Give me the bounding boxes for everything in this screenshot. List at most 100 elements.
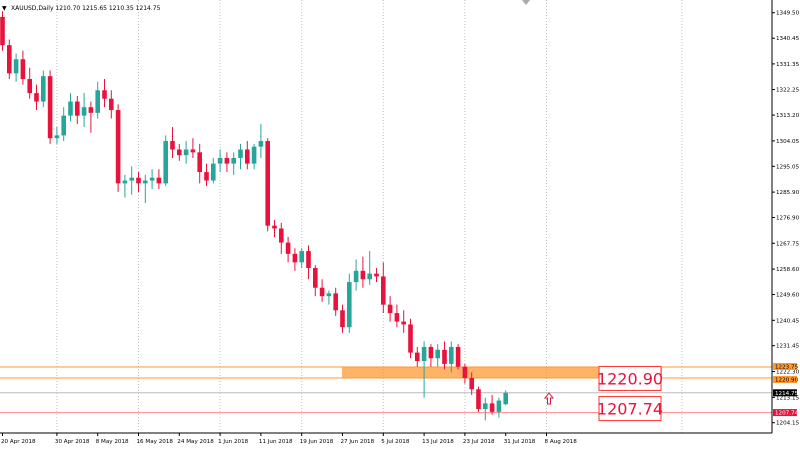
candle-bear — [415, 352, 420, 362]
candle-bear — [204, 172, 209, 181]
candle-bull — [258, 141, 264, 147]
time-tick-label: 20 Apr 2018 — [1, 439, 36, 445]
price-tick-label: 1304.05 — [776, 139, 800, 145]
time-tick-label: 13 Jul 2018 — [422, 439, 454, 445]
candle-bear — [428, 346, 434, 359]
up-arrow-icon — [543, 392, 555, 405]
candle-bear — [489, 403, 495, 412]
candle-bull — [143, 180, 148, 184]
candle-bull — [183, 149, 189, 156]
candle-bull — [163, 141, 168, 184]
price-tick-label: 1331.35 — [776, 62, 800, 68]
candle-bear — [401, 321, 406, 325]
zone-top-tag: 1223.75 — [775, 364, 799, 370]
price-tick-label: 1222.30 — [776, 370, 800, 376]
candle-bear — [394, 313, 400, 322]
candle-bull — [68, 101, 73, 116]
price-tick-label: 1231.45 — [776, 344, 800, 350]
candle-bear — [313, 267, 318, 288]
price-tick-label: 1258.60 — [776, 267, 800, 273]
time-tick-label: 31 Jul 2018 — [504, 439, 536, 445]
zone-bottom-tag: 1220.90 — [775, 377, 799, 383]
price-tick-label: 1340.45 — [776, 36, 800, 42]
candle-bear — [177, 149, 182, 156]
candle-bull — [421, 346, 427, 362]
candle-bull — [81, 107, 87, 116]
candle-bear — [75, 101, 80, 116]
candle-bull — [41, 76, 46, 102]
candle-bear — [170, 141, 175, 150]
current-price-tag-bg — [773, 389, 797, 397]
price-axis-panel — [772, 0, 800, 450]
candle-bull — [217, 157, 223, 164]
candle-bear — [109, 98, 114, 111]
time-tick-label: 8 May 2018 — [96, 439, 129, 445]
candle-bear — [340, 310, 345, 328]
candle-bear — [27, 78, 32, 94]
price-tick-label: 1322.25 — [776, 88, 800, 94]
symbol-info: XAUUSD,Daily 1210.70 1215.65 1210.35 121… — [11, 5, 161, 12]
candle-bear — [190, 149, 196, 153]
candles — [0, 11, 508, 421]
candle-bull — [95, 90, 100, 113]
time-tick-label: 11 Jun 2018 — [259, 439, 293, 445]
level-label-box — [598, 365, 662, 391]
candle-bear — [0, 16, 5, 46]
price-tick-label: 1213.15 — [776, 395, 800, 401]
candle-bull — [238, 149, 243, 158]
candle-bear — [47, 76, 53, 139]
candle-bear — [442, 349, 447, 364]
candle-bear — [7, 45, 12, 74]
level-label-box — [598, 396, 662, 422]
candle-bear — [476, 389, 481, 410]
candle-bear — [20, 59, 26, 79]
candle-bear — [136, 177, 141, 184]
candle-bear — [469, 377, 474, 390]
candle-bear — [279, 228, 284, 243]
candle-bull — [347, 282, 352, 328]
candle-bear — [455, 346, 461, 367]
candle-bear — [360, 270, 366, 280]
candle-bear — [224, 157, 230, 164]
candle-bear — [102, 90, 107, 99]
price-tick-label: 1276.90 — [776, 215, 800, 221]
level-label-2: 1207.74 — [597, 400, 663, 419]
candle-bull — [251, 146, 257, 164]
price-tick-label: 1249.60 — [776, 292, 800, 298]
candle-bull — [122, 180, 128, 184]
level-label-1: 1220.90 — [597, 369, 663, 388]
candle-bear — [265, 141, 270, 226]
price-tick-label: 1295.05 — [776, 164, 800, 170]
candle-bear — [381, 276, 386, 305]
candle-bear — [272, 225, 277, 229]
time-tick-label: 24 May 2018 — [177, 439, 214, 445]
zone-bottom-tag-bg — [773, 375, 797, 383]
overlay-layer: 1220.90 1207.74 — [522, 0, 663, 422]
candle-bear — [306, 251, 311, 268]
price-tick-label: 1349.50 — [776, 11, 800, 17]
current-price-tag: 1214.75 — [775, 391, 799, 397]
candle-bear — [34, 93, 39, 102]
candle-bear — [115, 110, 121, 184]
candle-bull — [299, 251, 304, 263]
candle-bear — [292, 253, 298, 263]
time-tick-label: 5 Jul 2018 — [381, 439, 410, 445]
price-tick-label: 1204.15 — [776, 421, 800, 427]
candle-bull — [61, 115, 66, 136]
candle-bull — [54, 135, 60, 139]
candle-bear — [285, 242, 291, 254]
candle-bull — [496, 400, 502, 412]
time-tick-label: 30 Apr 2018 — [55, 439, 90, 445]
time-tick-label: 23 Jul 2018 — [463, 439, 495, 445]
candle-bull — [149, 177, 155, 181]
candle-bull — [326, 293, 332, 297]
candle-bear — [88, 107, 94, 113]
candle-bull — [435, 349, 440, 359]
symbol-dropdown-icon[interactable]: ▼ — [2, 5, 7, 12]
candle-bull — [129, 177, 134, 181]
price-tick-label: 1313.20 — [776, 113, 800, 119]
candle-bull — [483, 403, 488, 410]
zone-top-tag-bg — [773, 362, 797, 370]
